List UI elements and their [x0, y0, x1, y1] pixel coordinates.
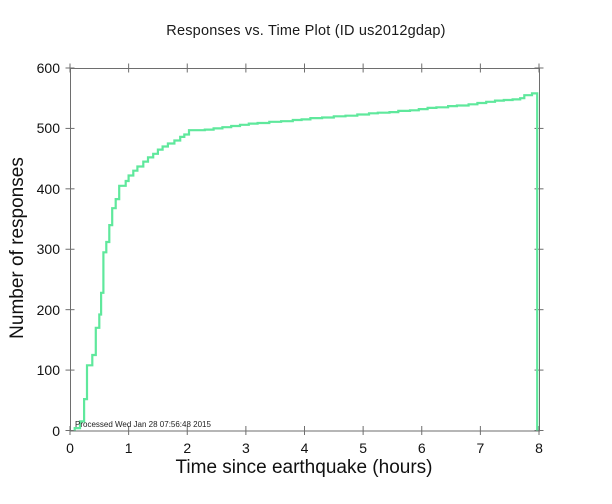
y-tick-label: 300 — [36, 241, 60, 258]
x-tick-label: 1 — [124, 439, 133, 456]
plot-frame — [70, 68, 540, 432]
x-tick-label: 2 — [183, 439, 192, 456]
x-tick-label: 5 — [359, 439, 368, 456]
y-tick-label: 400 — [36, 180, 60, 197]
x-axis-title: Time since earthquake (hours) — [175, 457, 433, 478]
x-tick-label: 3 — [241, 439, 250, 456]
x-tick-label: 8 — [535, 439, 543, 456]
x-tick-label: 0 — [66, 439, 74, 456]
y-tick-label: 600 — [36, 60, 60, 76]
y-tick-label: 500 — [36, 120, 60, 137]
processed-timestamp: Processed Wed Jan 28 07:56:48 2015 — [75, 420, 211, 429]
x-tick-label: 7 — [476, 439, 485, 456]
x-tick-label: 6 — [417, 439, 426, 456]
response-curve — [73, 92, 539, 431]
y-tick-label: 0 — [52, 422, 60, 439]
y-axis-title: Number of responses — [7, 157, 28, 339]
x-tick-label: 4 — [300, 439, 309, 456]
chart-title: Responses vs. Time Plot (ID us2012gdap) — [166, 23, 446, 39]
y-tick-label: 200 — [36, 301, 60, 318]
y-tick-label: 100 — [36, 362, 60, 379]
